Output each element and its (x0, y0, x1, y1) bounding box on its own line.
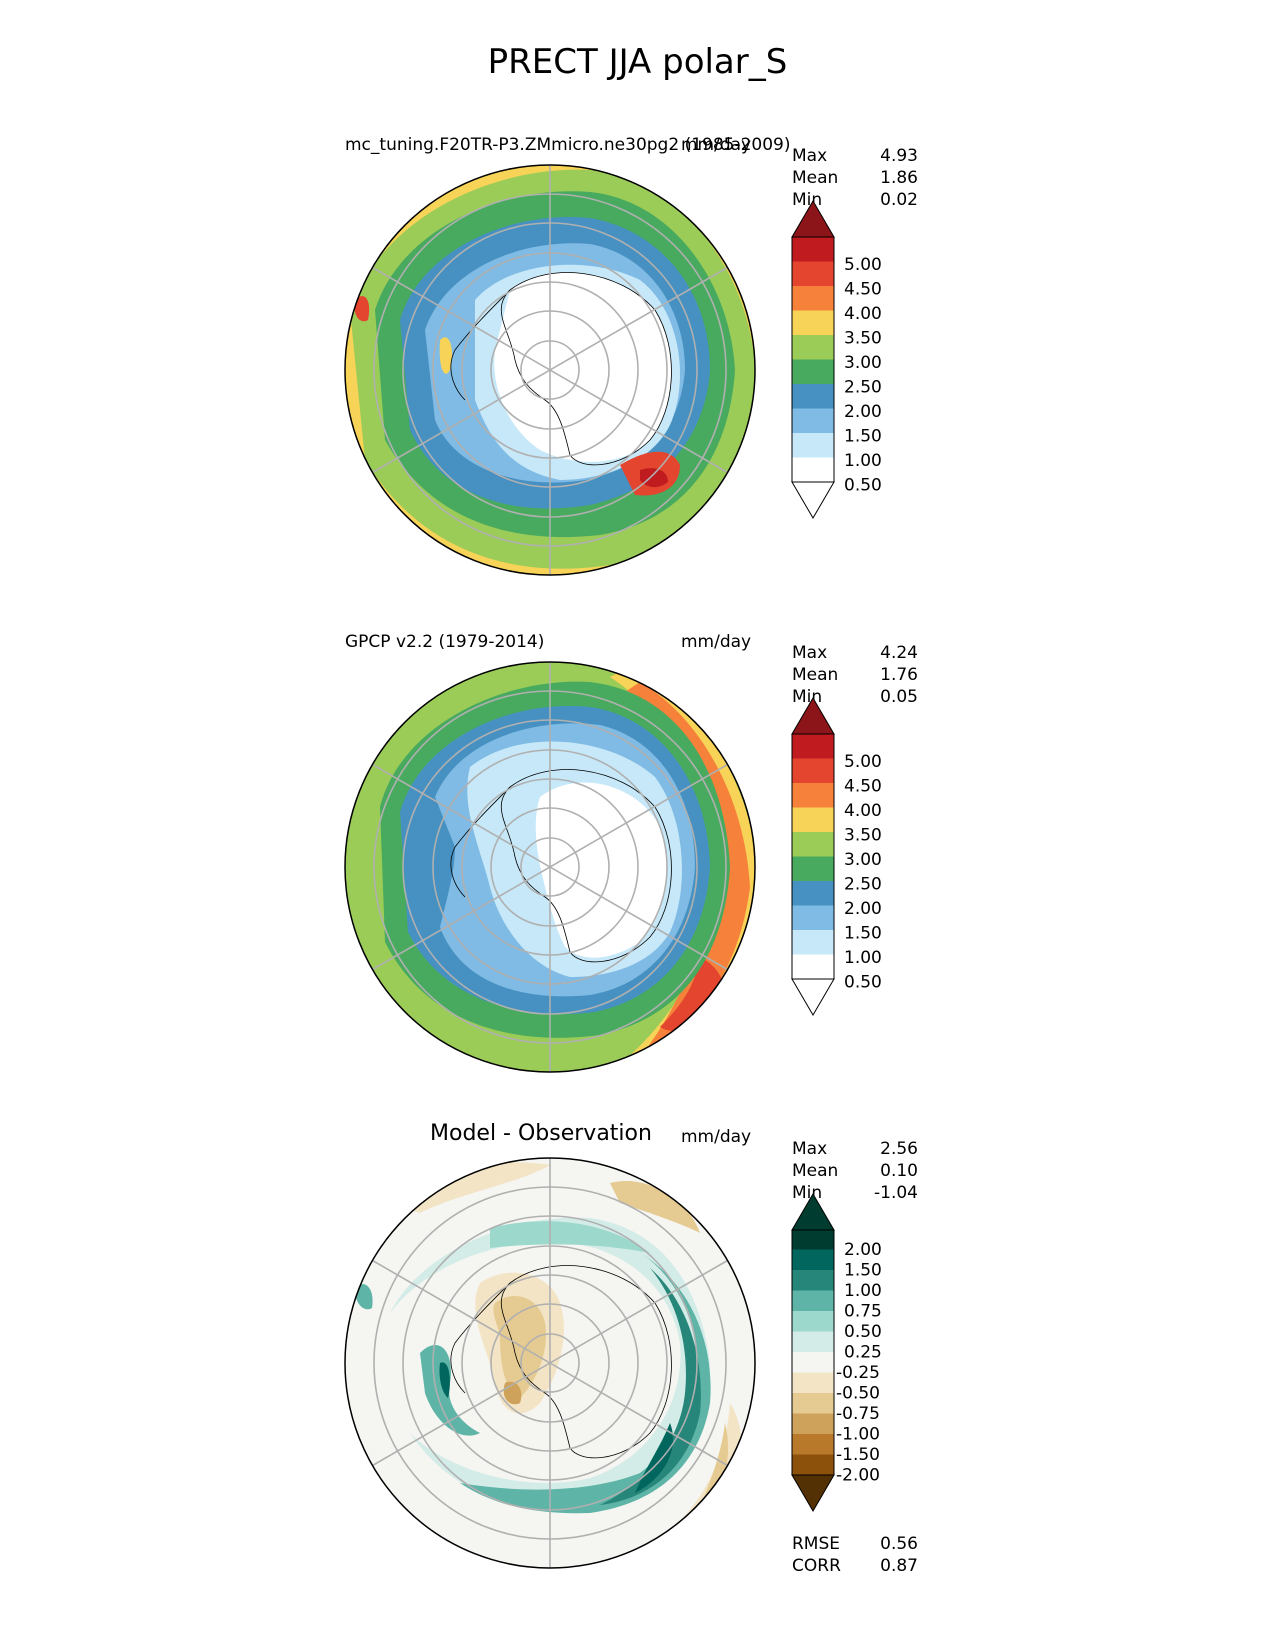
tick-label: 4.00 (844, 304, 882, 324)
stat-max-value: 4.24 (880, 643, 918, 663)
tick-label: 2.00 (844, 1240, 882, 1260)
difference-stats: Max 2.56 Mean 0.10 Min -1.04 (792, 1138, 918, 1204)
reference-stats: Max 4.24 Mean 1.76 Min 0.05 (792, 642, 918, 708)
tick-label: 4.50 (844, 280, 882, 300)
tick-label: 4.50 (844, 777, 882, 797)
difference-polar-map (344, 1157, 756, 1569)
reference-colorbar: 5.00 4.50 4.00 3.50 3.00 2.50 2.00 1.50 … (791, 697, 882, 1016)
stat-max-label: Max (792, 1139, 828, 1159)
stat-max-label: Max (792, 146, 828, 166)
tick-label: 0.50 (844, 973, 882, 993)
tick-label: 5.00 (844, 752, 882, 772)
tick-label: 0.25 (844, 1343, 882, 1363)
difference-panel-units: mm/day (681, 1127, 752, 1147)
tick-label: 0.75 (844, 1302, 882, 1322)
tick-label: 1.00 (844, 451, 882, 471)
tick-label: 3.50 (844, 329, 882, 349)
tick-label: 2.50 (844, 378, 882, 398)
stat-mean-label: Mean (792, 168, 839, 188)
tick-label: 1.50 (844, 924, 882, 944)
tick-label: 2.50 (844, 875, 882, 895)
tick-label: -2.00 (836, 1466, 880, 1486)
reference-panel-units: mm/day (681, 632, 752, 652)
tick-label: 1.50 (844, 1261, 882, 1281)
stat-min-label: Min (792, 687, 823, 707)
reference-polar-map (344, 661, 756, 1073)
colorbar-extend-min (791, 1474, 835, 1512)
tick-label: 1.00 (844, 1281, 882, 1301)
test-colorbar: 5.00 4.50 4.00 3.50 3.00 2.50 2.00 1.50 … (791, 200, 882, 519)
test-stats: Max 4.93 Mean 1.86 Min 0.02 (792, 145, 918, 211)
tick-label: -1.50 (836, 1445, 880, 1465)
colorbar-extend-min (791, 978, 835, 1016)
tick-label: 3.00 (844, 850, 882, 870)
stat-mean-value: 1.76 (880, 665, 918, 685)
tick-label: -0.50 (836, 1384, 880, 1404)
stat-min-label: Min (792, 190, 823, 210)
reference-panel-title: GPCP v2.2 (1979-2014) (345, 632, 545, 652)
tick-label: 3.00 (844, 353, 882, 373)
tick-label: 2.00 (844, 899, 882, 919)
stat-mean-value: 1.86 (880, 168, 918, 188)
tick-label: 1.00 (844, 948, 882, 968)
tick-label: -0.75 (836, 1404, 880, 1424)
tick-label: 0.50 (844, 476, 882, 496)
colorbar-extend-min (791, 481, 835, 519)
stat-min-value: 0.02 (880, 190, 918, 210)
test-polar-map (344, 164, 756, 576)
tick-label: -0.25 (836, 1363, 880, 1383)
stat-mean-value: 0.10 (880, 1161, 918, 1181)
rmse-label: RMSE (792, 1534, 841, 1554)
stat-min-label: Min (792, 1183, 823, 1203)
tick-label: 1.50 (844, 427, 882, 447)
tick-label: 2.00 (844, 402, 882, 422)
stat-max-value: 2.56 (880, 1139, 918, 1159)
stat-mean-label: Mean (792, 1161, 839, 1181)
test-panel-title: mc_tuning.F20TR-P3.ZMmicro.ne30pg2 (1985… (345, 135, 791, 155)
corr-label: CORR (792, 1556, 841, 1576)
stat-min-value: -1.04 (874, 1183, 918, 1203)
test-panel-units: mm/day (681, 135, 752, 155)
difference-panel-title: Model - Observation (430, 1121, 652, 1146)
difference-colorbar: 2.00 1.50 1.00 0.75 0.50 0.25 -0.25 -0.5… (791, 1193, 882, 1512)
stat-max-value: 4.93 (880, 146, 918, 166)
tick-label: 5.00 (844, 255, 882, 275)
tick-label: 3.50 (844, 826, 882, 846)
corr-value: 0.87 (880, 1556, 918, 1576)
rmse-value: 0.56 (880, 1534, 918, 1554)
difference-metrics: RMSE 0.56 CORR 0.87 (792, 1533, 918, 1577)
figure-title: PRECT JJA polar_S (487, 42, 788, 82)
stat-max-label: Max (792, 643, 828, 663)
stat-min-value: 0.05 (880, 687, 918, 707)
tick-label: 0.50 (844, 1322, 882, 1342)
stat-mean-label: Mean (792, 665, 839, 685)
tick-label: 4.00 (844, 801, 882, 821)
tick-label: -1.00 (836, 1425, 880, 1445)
